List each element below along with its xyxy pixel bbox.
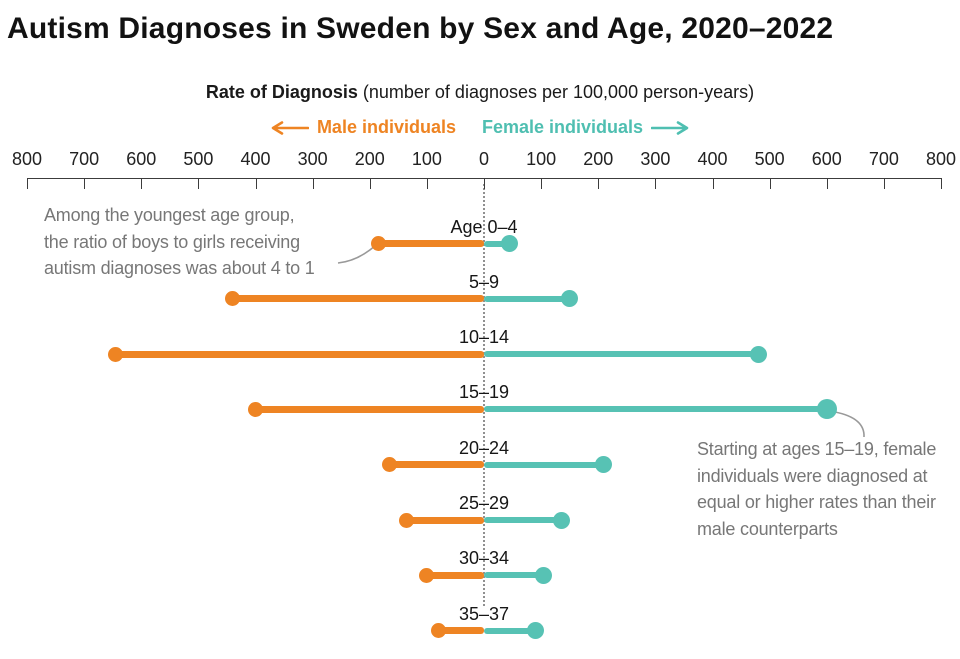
male-dot bbox=[225, 291, 241, 307]
female-line bbox=[484, 295, 570, 302]
male-line bbox=[378, 240, 484, 247]
legend-female: Female individuals bbox=[482, 117, 691, 138]
annotation-left: Among the youngest age group, the ratio … bbox=[44, 205, 315, 278]
female-line bbox=[484, 240, 510, 247]
age-label: Age 0–4 bbox=[450, 216, 518, 237]
axis-tick bbox=[198, 178, 200, 189]
age-label: 30–34 bbox=[458, 548, 510, 569]
center-dotted-line bbox=[483, 184, 485, 606]
axis-tick bbox=[883, 178, 885, 189]
female-dot bbox=[749, 345, 767, 363]
male-line bbox=[232, 295, 484, 303]
female-dot bbox=[561, 290, 579, 308]
female-dot bbox=[501, 235, 519, 252]
axis-tick-label: 0 bbox=[478, 149, 489, 169]
axis-tick-label: 400 bbox=[697, 149, 728, 169]
chart-title: Autism Diagnoses in Sweden by Sex and Ag… bbox=[7, 12, 834, 45]
male-line bbox=[389, 461, 484, 469]
axis-tick bbox=[84, 178, 86, 189]
age-label: 5–9 bbox=[468, 271, 500, 292]
female-dot bbox=[816, 399, 837, 420]
age-label: 20–24 bbox=[458, 437, 510, 458]
male-line bbox=[426, 571, 484, 579]
axis-tick-label: 800 bbox=[925, 149, 957, 169]
axis-tick bbox=[541, 178, 543, 189]
axis-tick-label: 200 bbox=[354, 149, 385, 169]
axis-tick bbox=[27, 178, 28, 189]
female-line bbox=[484, 572, 544, 579]
axis-tick-label: 600 bbox=[811, 149, 842, 169]
female-dot bbox=[535, 566, 553, 584]
axis-tick bbox=[941, 178, 942, 189]
male-dot bbox=[382, 457, 398, 473]
age-label: 25–29 bbox=[458, 493, 510, 513]
axis-title-main: Rate of Diagnosis bbox=[205, 82, 358, 102]
female-line bbox=[484, 351, 759, 358]
legend-male-label: Male individuals bbox=[316, 117, 456, 137]
male-dot bbox=[399, 512, 415, 528]
male-dot bbox=[248, 401, 263, 417]
male-line bbox=[406, 516, 484, 524]
axis-tick-label: 600 bbox=[126, 149, 157, 169]
female-line bbox=[484, 517, 562, 523]
legend-male: Male individuals bbox=[269, 117, 456, 138]
axis-title-units: (number of diagnoses per 100,000 person-… bbox=[362, 82, 755, 102]
axis-title: Rate of Diagnosis (number of diagnoses pe… bbox=[0, 82, 960, 103]
legend: Male individuals Female individuals bbox=[0, 117, 960, 138]
female-dot bbox=[526, 622, 544, 640]
axis-tick-label: 500 bbox=[183, 149, 214, 169]
axis-tick bbox=[712, 178, 714, 189]
axis-tick bbox=[141, 178, 143, 189]
axis-tick bbox=[598, 178, 600, 189]
legend-female-label: Female individuals bbox=[481, 117, 644, 137]
annotation-connector-right bbox=[834, 411, 865, 438]
axis-tick-label: 800 bbox=[11, 149, 43, 169]
annotation-right: Starting at ages 15–19, female individua… bbox=[697, 439, 937, 539]
right-arrow-icon bbox=[651, 120, 689, 135]
axis-tick-label: 100 bbox=[526, 149, 557, 169]
axis-tick bbox=[769, 178, 771, 189]
female-dot bbox=[595, 456, 613, 474]
female-line bbox=[484, 627, 536, 634]
age-label: 35–37 bbox=[458, 603, 510, 624]
female-line bbox=[484, 461, 604, 468]
axis-tick-label: 200 bbox=[583, 149, 614, 169]
axis-tick-label: 300 bbox=[640, 149, 671, 169]
left-arrow-icon bbox=[271, 120, 309, 135]
axis-tick bbox=[255, 178, 257, 189]
axis-tick-label: 100 bbox=[411, 149, 442, 169]
axis-tick-label: 300 bbox=[297, 149, 328, 169]
axis-tick bbox=[426, 178, 428, 189]
axis-tick bbox=[826, 178, 828, 189]
male-dot bbox=[430, 623, 446, 639]
male-dot bbox=[419, 567, 435, 583]
axis-tick bbox=[312, 178, 314, 189]
male-line bbox=[255, 405, 484, 413]
female-dot bbox=[552, 511, 570, 529]
male-line bbox=[438, 627, 484, 635]
axis-tick-label: 700 bbox=[69, 149, 100, 169]
axis-tick bbox=[484, 178, 485, 189]
age-label: 15–19 bbox=[458, 382, 510, 403]
male-dot bbox=[370, 236, 386, 251]
axis-tick-label: 500 bbox=[754, 149, 785, 169]
axis-tick bbox=[655, 178, 657, 189]
female-line bbox=[484, 406, 827, 413]
age-label: 10–14 bbox=[458, 327, 510, 348]
male-line bbox=[115, 350, 484, 358]
axis-tick-label: 400 bbox=[240, 149, 271, 169]
axis-tick-label: 700 bbox=[868, 149, 899, 169]
axis-tick bbox=[369, 178, 371, 189]
male-dot bbox=[108, 346, 124, 362]
